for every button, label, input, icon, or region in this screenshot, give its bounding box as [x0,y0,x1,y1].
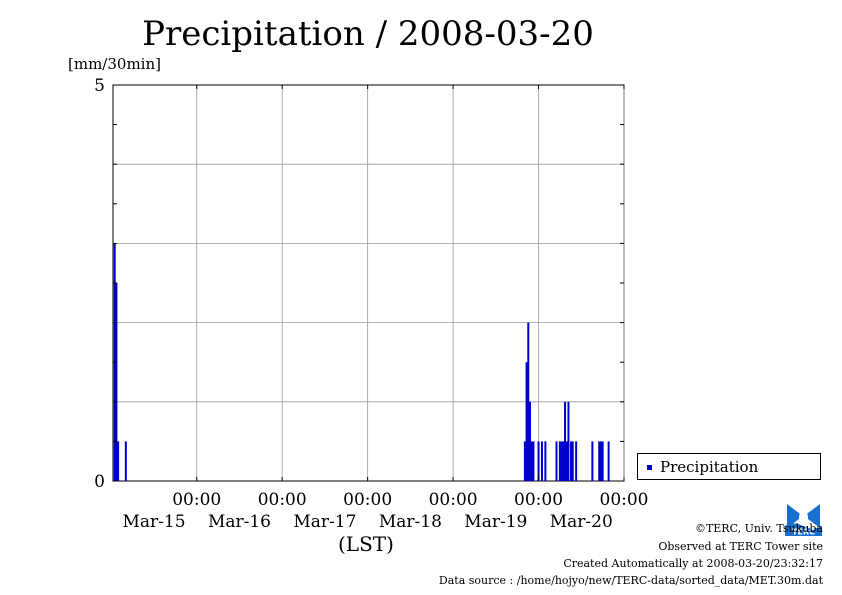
precipitation-bar [529,401,532,481]
precipitation-bar [598,441,601,481]
axis-ticks [113,84,625,482]
chart-title: Precipitation / 2008-03-20 [142,14,594,54]
precipitation-bar [607,441,610,481]
x-tick-date-label: Mar-16 [208,512,271,532]
precipitation-bar [124,441,127,481]
y-axis-unit-label: [mm/30min] [68,55,161,73]
plot-frame [112,84,625,482]
terc-logo-icon: TERC [785,504,822,537]
x-tick-time-label: 00:00 [429,490,478,510]
precipitation-bar [117,441,120,481]
precipitation-bar [591,441,594,481]
precipitation-bar [115,283,118,481]
precipitation-bar [555,441,558,481]
legend-swatch [647,465,652,470]
x-tick-time-label: 00:00 [600,490,649,510]
precipitation-bar [558,441,561,481]
precipitation-bar [575,441,578,481]
logo-text: TERC [792,528,815,537]
precipitation-bar [540,441,543,481]
precipitation-bar [532,441,535,481]
x-tick-time-label: 00:00 [514,490,563,510]
legend: Precipitation [637,453,821,480]
precipitation-bar [570,441,573,481]
x-tick-time-label: 00:00 [172,490,221,510]
precipitation-bar [601,441,604,481]
precipitation-bar [564,401,567,481]
x-tick-date-label: Mar-19 [464,512,527,532]
x-tick-date-label: Mar-15 [122,512,185,532]
grid-lines [113,85,625,481]
x-axis-label: (LST) [338,532,394,556]
axis-tick-labels: 0500:00Mar-1500:00Mar-1600:00Mar-1700:00… [94,76,648,532]
precipitation-bar [537,441,540,481]
precipitation-bar [599,441,602,481]
x-tick-time-label: 00:00 [258,490,307,510]
x-tick-date-label: Mar-20 [550,512,613,532]
y-tick-label: 0 [94,472,105,492]
precipitation-bar [544,441,547,481]
data-source-text: Data source : /home/hojyo/new/TERC-data/… [438,574,823,587]
precipitation-bar [571,441,574,481]
precipitation-bar [567,401,570,481]
precipitation-bar [525,362,528,481]
precipitation-bar [523,441,526,481]
precipitation-bar [562,441,565,481]
y-tick-label: 5 [94,76,105,96]
precipitation-bar [560,441,563,481]
precipitation-bar [527,322,530,481]
x-tick-date-label: Mar-18 [379,512,442,532]
x-tick-time-label: 00:00 [343,490,392,510]
precipitation-bars [113,243,610,481]
precipitation-bar [565,441,568,481]
x-tick-date-label: Mar-17 [293,512,356,532]
copyright-text: ©TERC, Univ. Tsukuba [694,522,823,535]
precipitation-bar [530,441,533,481]
created-timestamp-text: Created Automatically at 2008-03-20/23:3… [563,557,823,570]
legend-label: Precipitation [660,458,759,476]
observation-site-text: Observed at TERC Tower site [658,540,823,553]
